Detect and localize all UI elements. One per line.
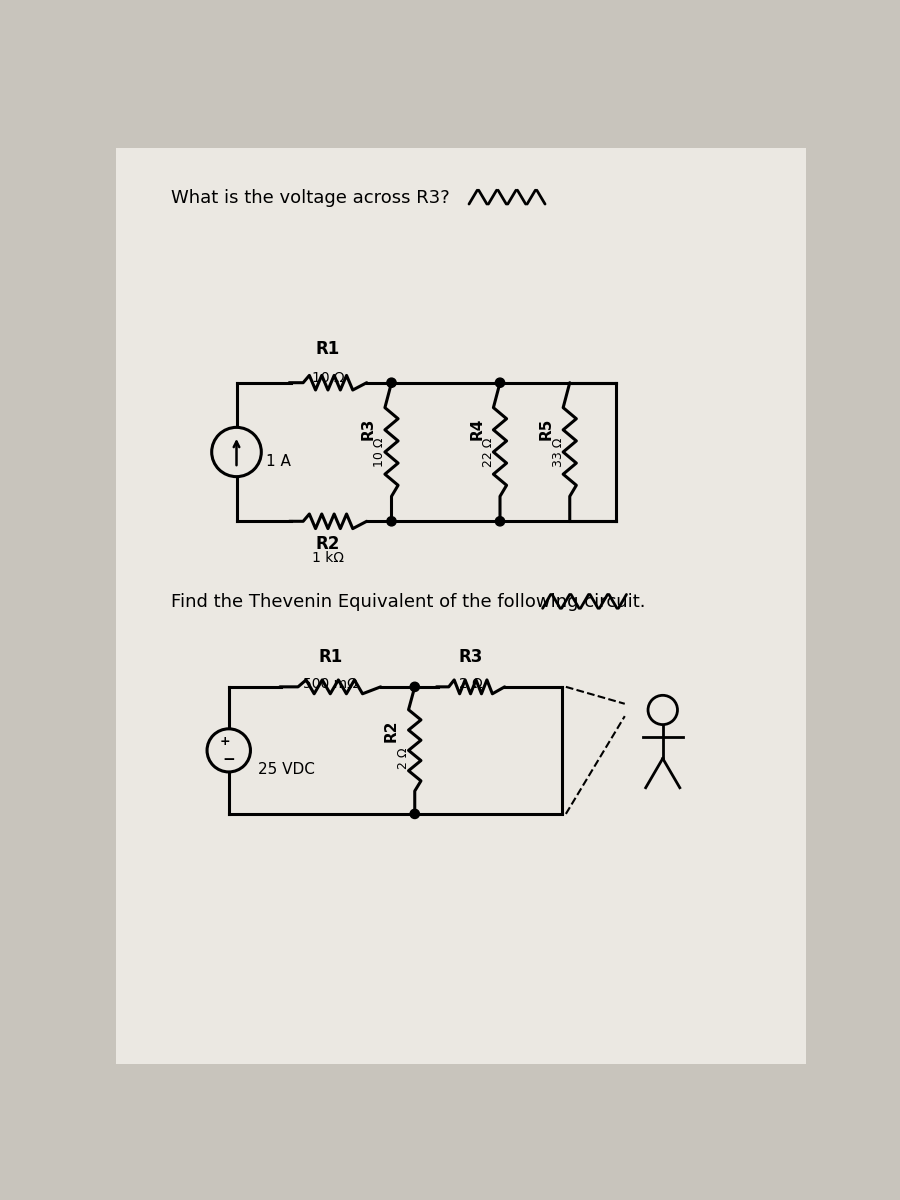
Text: R4: R4: [469, 418, 484, 440]
Circle shape: [410, 683, 419, 691]
Text: R5: R5: [539, 418, 554, 440]
Text: R3: R3: [458, 648, 482, 666]
Circle shape: [387, 378, 396, 388]
Text: R2: R2: [316, 535, 340, 553]
Text: R1: R1: [319, 648, 342, 666]
Text: 500 mΩ: 500 mΩ: [303, 677, 357, 691]
Circle shape: [410, 809, 419, 818]
Text: +: +: [220, 736, 230, 749]
Circle shape: [495, 517, 505, 526]
Text: 33 Ω: 33 Ω: [552, 437, 564, 467]
Text: R1: R1: [316, 340, 340, 358]
Text: −: −: [222, 752, 235, 767]
Text: 22 Ω: 22 Ω: [482, 437, 495, 467]
Text: 2 Ω: 2 Ω: [459, 677, 482, 691]
Text: What is the voltage across R3?: What is the voltage across R3?: [171, 188, 449, 206]
Text: 10 Ω: 10 Ω: [374, 437, 386, 467]
Text: 2 Ω: 2 Ω: [397, 748, 410, 769]
Text: R3: R3: [361, 418, 376, 440]
Text: 1 kΩ: 1 kΩ: [312, 551, 344, 564]
Text: 25 VDC: 25 VDC: [258, 762, 315, 778]
Circle shape: [495, 378, 505, 388]
Text: R2: R2: [384, 720, 399, 743]
Text: 10 Ω: 10 Ω: [311, 371, 345, 385]
Text: 1 A: 1 A: [266, 454, 291, 469]
Circle shape: [387, 517, 396, 526]
Text: Find the Thevenin Equivalent of the following circuit.: Find the Thevenin Equivalent of the foll…: [171, 593, 645, 611]
